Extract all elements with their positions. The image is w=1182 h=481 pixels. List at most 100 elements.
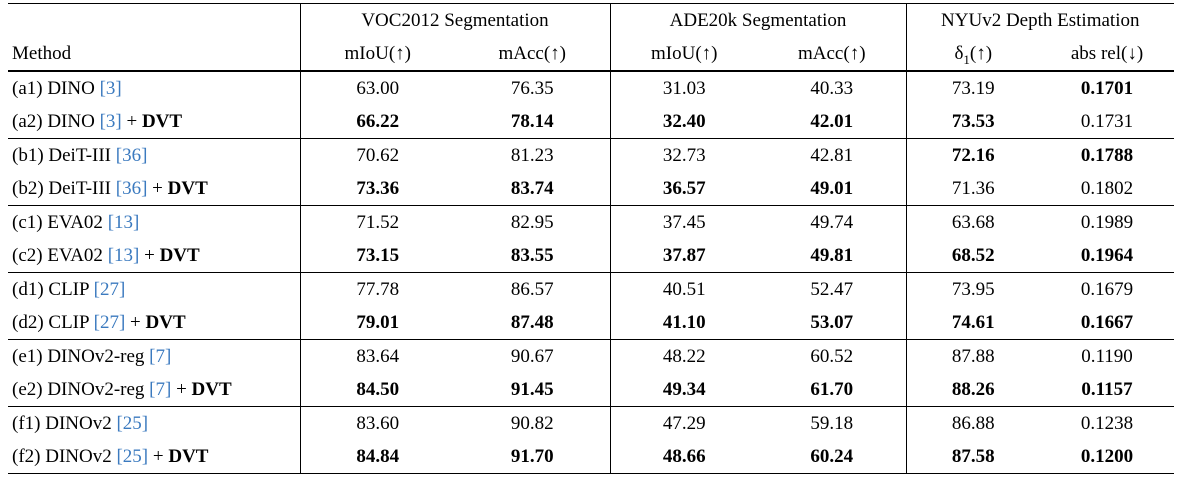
col-header-voc-miou: mIoU(↑)	[299, 37, 455, 72]
plus-separator: +	[139, 245, 160, 266]
method-label: (c1) EVA02	[12, 212, 108, 233]
table-row: (b2) DeiT-III [36] + DVT 73.36 83.74 36.57 4…	[8, 172, 1174, 206]
value-cell: 49.74	[758, 205, 907, 239]
citation-link[interactable]: [13]	[107, 245, 140, 266]
value-cell: 53.07	[810, 312, 854, 333]
col-header-ade-macc: mAcc(↑)	[758, 37, 907, 72]
dvt-label: DVT	[168, 446, 209, 467]
value-cell: 73.15	[299, 239, 455, 273]
value-cell: 74.61	[905, 306, 1041, 340]
citation-link[interactable]: [36]	[115, 178, 148, 199]
value-cell: 60.52	[758, 339, 907, 373]
citation-link[interactable]: [7]	[149, 346, 172, 367]
col-header-voc-macc: mAcc(↑)	[455, 37, 611, 72]
group-header-row: VOC2012 Segmentation ADE20k Segmentation…	[8, 3, 1175, 37]
value-cell: 81.23	[455, 138, 611, 172]
dvt-label: DVT	[159, 245, 200, 266]
citation-link[interactable]: [3]	[99, 78, 122, 99]
value-cell: 90.82	[455, 406, 611, 440]
method-label: (e2) DINOv2-reg	[12, 379, 150, 400]
citation-link[interactable]: [25]	[116, 413, 149, 434]
value-cell: 60.24	[810, 446, 854, 467]
method-label: (d1) CLIP	[12, 279, 94, 300]
table-row: (d2) CLIP [27] + DVT 79.01 87.48 41.10 53.07…	[8, 306, 1174, 340]
method-cell: (b1) DeiT-III [36]	[8, 138, 300, 172]
metric-header-row: Method mIoU(↑) mAcc(↑) mIoU(↑) mAcc(↑) δ…	[8, 37, 1175, 72]
method-label: (b1) DeiT-III	[12, 145, 116, 166]
value-cell: 32.73	[609, 138, 759, 172]
value-cell: 0.1788	[1040, 138, 1175, 172]
value-cell: 37.45	[609, 205, 759, 239]
value-cell: 73.53	[905, 105, 1041, 139]
value-cell: 63.68	[905, 205, 1041, 239]
method-cell: (e2) DINOv2-reg [7] + DVT	[8, 373, 300, 407]
value-cell: 73.95	[905, 272, 1041, 306]
value-cell: 72.16	[905, 138, 1041, 172]
method-cell: (a2) DINO [3] + DVT	[8, 105, 300, 139]
method-label: (a1) DINO	[12, 78, 100, 99]
citation-link[interactable]: [13]	[107, 212, 140, 233]
method-cell: (f2) DINOv2 [25] + DVT	[8, 440, 300, 474]
table-row: (f2) DINOv2 [25] + DVT 84.84 91.70 48.66 60.…	[8, 440, 1174, 474]
table-row: (a1) DINO [3] 63.00 76.35 31.03 40.33 73.19 0.…	[8, 71, 1174, 105]
citation-link[interactable]: [7]	[149, 379, 172, 400]
citation-link[interactable]: [27]	[93, 279, 126, 300]
value-cell: 41.10	[609, 306, 759, 340]
method-cell: (a1) DINO [3]	[8, 71, 300, 105]
value-cell: 83.64	[299, 339, 455, 373]
value-cell: 83.74	[510, 178, 554, 199]
value-cell: 49.34	[609, 373, 759, 407]
column-group-nyuv2: NYUv2 Depth Estimation	[905, 3, 1175, 37]
value-cell: 91.70	[510, 446, 554, 467]
value-cell: 0.1157	[1081, 379, 1133, 400]
delta-arrow: (↑)	[969, 43, 993, 64]
value-cell: 66.22	[299, 105, 455, 139]
value-cell: 88.26	[905, 373, 1041, 407]
value-cell: 0.1679	[1040, 272, 1175, 306]
plus-separator: +	[125, 312, 146, 333]
value-cell: 84.50	[299, 373, 455, 407]
method-cell: (d1) CLIP [27]	[8, 272, 300, 306]
value-cell: 0.1190	[1040, 339, 1175, 373]
value-cell: 87.48	[510, 312, 554, 333]
value-cell: 0.1701	[1080, 78, 1134, 99]
value-cell: 70.62	[299, 138, 455, 172]
value-cell: 42.01	[810, 111, 854, 132]
col-header-ade-miou: mIoU(↑)	[609, 37, 759, 72]
col-header-delta1: δ1(↑)	[905, 37, 1041, 72]
value-cell: 71.52	[299, 205, 455, 239]
results-table: VOC2012 Segmentation ADE20k Segmentation…	[8, 3, 1175, 474]
value-cell: 63.00	[299, 71, 455, 105]
value-cell: 61.70	[810, 379, 854, 400]
value-cell: 32.40	[609, 105, 759, 139]
method-cell: (e1) DINOv2-reg [7]	[8, 339, 300, 373]
value-cell: 77.78	[299, 272, 455, 306]
plus-separator: +	[121, 111, 142, 132]
citation-link[interactable]: [36]	[115, 145, 148, 166]
citation-link[interactable]: [25]	[116, 446, 149, 467]
value-cell: 86.88	[905, 406, 1041, 440]
value-cell: 37.87	[609, 239, 759, 273]
method-label: (a2) DINO	[12, 111, 100, 132]
method-label: (c2) EVA02	[12, 245, 108, 266]
citation-link[interactable]: [27]	[93, 312, 126, 333]
value-cell: 83.55	[510, 245, 554, 266]
value-cell: 0.1667	[1080, 312, 1134, 333]
value-cell: 86.57	[455, 272, 611, 306]
dvt-label: DVT	[141, 111, 183, 132]
value-cell: 48.22	[609, 339, 759, 373]
value-cell: 0.1802	[1080, 178, 1134, 199]
method-cell: (c1) EVA02 [13]	[8, 205, 300, 239]
method-cell: (f1) DINOv2 [25]	[8, 406, 300, 440]
value-cell: 40.51	[609, 272, 759, 306]
value-cell: 31.03	[609, 71, 759, 105]
table-row: (d1) CLIP [27] 77.78 86.57 40.51 52.47 73.95 0…	[8, 272, 1175, 306]
value-cell: 73.36	[299, 172, 455, 206]
value-cell: 83.60	[299, 406, 455, 440]
value-cell: 82.95	[455, 205, 611, 239]
citation-link[interactable]: [3]	[99, 111, 122, 132]
plus-separator: +	[147, 178, 168, 199]
table-row: (c1) EVA02 [13] 71.52 82.95 37.45 49.74 63.68…	[8, 205, 1175, 239]
value-cell: 42.81	[758, 138, 907, 172]
